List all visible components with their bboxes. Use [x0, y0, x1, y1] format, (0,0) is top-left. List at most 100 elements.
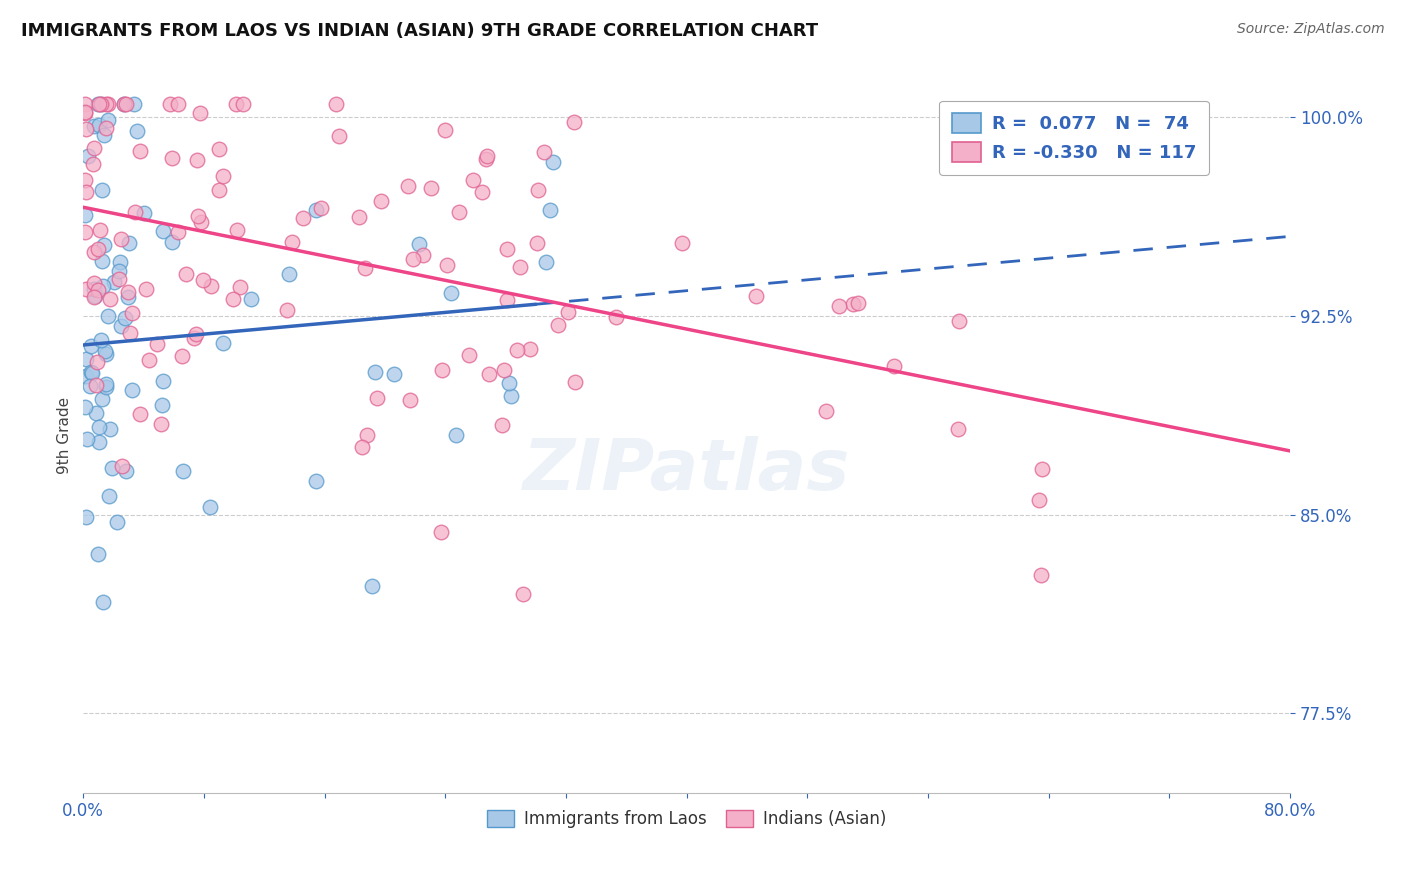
Point — [77, 148, 100, 162]
Point — [97, 489, 120, 503]
Point — [166, 97, 188, 112]
Point — [160, 152, 183, 166]
Point — [225, 223, 247, 237]
Point — [83, 288, 105, 302]
Point — [94, 97, 117, 112]
Point — [75, 368, 97, 383]
Point — [547, 318, 569, 333]
Point — [883, 359, 905, 374]
Point — [433, 123, 456, 137]
Point — [145, 337, 167, 351]
Point — [96, 379, 118, 393]
Point — [190, 214, 212, 228]
Point — [76, 432, 98, 446]
Point — [87, 242, 110, 256]
Point — [526, 183, 548, 197]
Point — [138, 353, 160, 368]
Point — [198, 500, 221, 515]
Point — [105, 515, 128, 529]
Point — [430, 363, 453, 377]
Point — [225, 97, 247, 112]
Point — [190, 106, 212, 120]
Point — [152, 224, 174, 238]
Point — [1031, 462, 1053, 476]
Point — [73, 225, 96, 239]
Point — [89, 97, 111, 112]
Point — [353, 260, 375, 275]
Point — [96, 120, 118, 135]
Point — [208, 183, 231, 197]
Point — [564, 375, 586, 389]
Point — [93, 128, 115, 143]
Point — [436, 258, 458, 272]
Y-axis label: 9th Grade: 9th Grade — [58, 396, 72, 474]
Point — [121, 306, 143, 320]
Point — [828, 299, 851, 313]
Point — [75, 122, 97, 136]
Point — [98, 292, 121, 306]
Point — [128, 407, 150, 421]
Point — [80, 366, 103, 380]
Point — [84, 377, 107, 392]
Point — [278, 267, 301, 281]
Point — [112, 97, 135, 112]
Point — [97, 309, 120, 323]
Point — [183, 331, 205, 345]
Point — [948, 422, 970, 436]
Point — [501, 389, 523, 403]
Point — [207, 142, 229, 156]
Text: IMMIGRANTS FROM LAOS VS INDIAN (ASIAN) 9TH GRADE CORRELATION CHART: IMMIGRANTS FROM LAOS VS INDIAN (ASIAN) 9… — [21, 22, 818, 40]
Point — [73, 97, 96, 112]
Point — [328, 129, 350, 144]
Point — [75, 509, 97, 524]
Point — [90, 182, 112, 196]
Point — [419, 181, 441, 195]
Text: ZIPatlas: ZIPatlas — [523, 436, 851, 505]
Point — [97, 112, 120, 127]
Point — [186, 153, 208, 168]
Point — [108, 264, 131, 278]
Point — [356, 427, 378, 442]
Point — [91, 595, 114, 609]
Point — [412, 248, 434, 262]
Point — [291, 211, 314, 225]
Point — [110, 318, 132, 333]
Point — [232, 97, 254, 112]
Point — [120, 326, 142, 340]
Point — [496, 293, 519, 307]
Point — [478, 367, 501, 381]
Point — [94, 347, 117, 361]
Point — [512, 587, 534, 601]
Point — [94, 344, 117, 359]
Point — [132, 206, 155, 220]
Point — [440, 285, 463, 300]
Point — [498, 376, 520, 390]
Point — [83, 119, 105, 133]
Point — [444, 427, 467, 442]
Point — [86, 354, 108, 368]
Point — [305, 474, 328, 488]
Point — [494, 363, 516, 377]
Point — [83, 283, 105, 297]
Point — [184, 326, 207, 341]
Point — [506, 343, 529, 358]
Point — [399, 393, 422, 408]
Point — [281, 235, 304, 249]
Point — [75, 352, 97, 367]
Point — [93, 237, 115, 252]
Point — [114, 311, 136, 326]
Point — [80, 365, 103, 379]
Point — [135, 281, 157, 295]
Point — [150, 398, 173, 412]
Point — [491, 417, 513, 432]
Point — [538, 203, 561, 218]
Point — [112, 97, 135, 112]
Point — [402, 252, 425, 267]
Point — [87, 97, 110, 112]
Point — [347, 211, 370, 225]
Point — [671, 235, 693, 250]
Point — [509, 260, 531, 274]
Point — [83, 141, 105, 155]
Point — [366, 391, 388, 405]
Point — [311, 201, 333, 215]
